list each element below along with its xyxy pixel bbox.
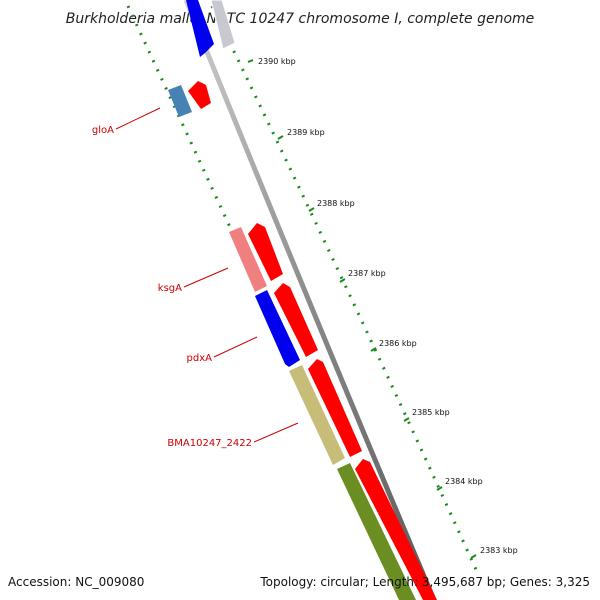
gene-bma-forward[interactable] [308,359,362,457]
forward-strand-genes [188,0,437,600]
reverse-strand-genes [168,0,416,600]
label-bma10247-2422[interactable]: BMA10247_2422 [167,438,252,449]
gene-ksga-forward[interactable] [248,223,283,281]
inner-dotted-ring [126,5,402,599]
tick-marks [247,59,477,559]
label-pdxa[interactable]: pdxA [187,353,213,364]
tick-label-2388: 2388 kbp [317,199,355,208]
genome-backbone [183,0,437,600]
gene-pdxa[interactable] [255,290,300,367]
gene-bottom-forward[interactable] [355,459,437,600]
leader-pdxa [213,336,258,358]
tick-2385 [403,417,410,422]
label-ksga[interactable]: ksgA [158,283,182,294]
tick-label-2383: 2383 kbp [480,546,518,555]
tick-2390 [247,59,254,63]
tick-2383 [470,554,477,559]
gene-pdxa-forward[interactable] [274,283,318,357]
gene-bottom-reverse-green[interactable] [337,463,416,600]
map-title: Burkholderia mallei NCTC 10247 chromosom… [66,11,535,27]
tick-2387 [339,278,346,283]
gene-gloa[interactable] [168,85,192,117]
gene-bma10247-2422[interactable] [289,365,345,465]
footer-accession: Accession: NC_009080 [8,575,144,589]
leader-gloa [115,107,161,130]
tick-label-2390: 2390 kbp [258,57,296,66]
gene-top-forward-light[interactable] [210,0,236,50]
footer-summary: Topology: circular; Length: 3,495,687 bp… [259,575,590,589]
tick-label-2386: 2386 kbp [379,339,417,348]
tick-2388 [308,207,315,212]
tick-label-2389: 2389 kbp [287,128,325,137]
tick-2384 [436,486,443,491]
leader-bma10247-2422 [253,422,299,443]
tick-label-2387: 2387 kbp [348,269,386,278]
tick-label-2385: 2385 kbp [412,408,450,417]
gene-top-reverse-blue[interactable] [186,0,214,57]
gene-ksga[interactable] [229,227,267,292]
tick-label-2384: 2384 kbp [445,477,483,486]
gene-glo-neighbor-forward[interactable] [188,81,211,109]
label-gloa[interactable]: gloA [92,125,114,136]
leader-ksga [183,267,229,288]
tick-2389 [277,135,284,140]
tick-2386 [370,347,377,352]
